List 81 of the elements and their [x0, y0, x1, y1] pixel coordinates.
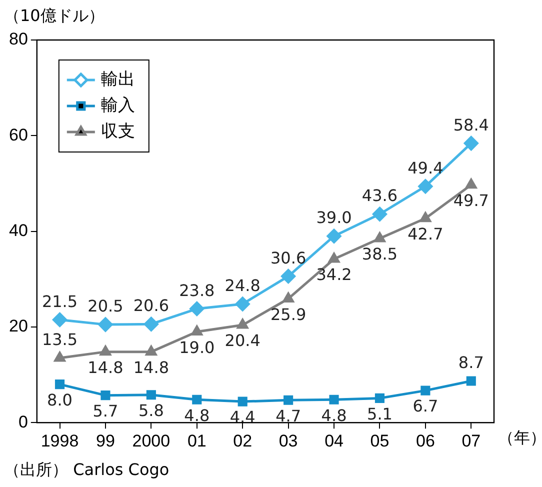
x-tick-label: 1998	[40, 431, 79, 450]
point	[146, 346, 157, 356]
x-tick-label: 2000	[132, 431, 170, 450]
data-label: 21.5	[42, 292, 78, 311]
point	[329, 394, 339, 404]
data-label: 20.4	[224, 331, 260, 350]
point	[190, 302, 204, 316]
point	[98, 317, 113, 332]
x-tick-label: 02	[233, 431, 252, 450]
point	[54, 380, 65, 390]
point	[144, 316, 158, 332]
data-label: 23.8	[179, 280, 215, 300]
y-axis-title: （10億ドル）	[4, 6, 104, 27]
point	[374, 393, 385, 403]
x-tick-label: 05	[370, 431, 390, 450]
point	[146, 390, 156, 400]
text: （出所） Carlos Cogo	[4, 460, 170, 481]
legend-label: 収支	[100, 121, 135, 142]
x-tick-label: 07	[462, 431, 481, 450]
data-label: 14.8	[88, 358, 124, 377]
data-label: 49.7	[453, 191, 489, 210]
point	[284, 395, 294, 405]
point	[281, 269, 296, 284]
point	[326, 228, 342, 244]
x-tick-label: 06	[416, 431, 435, 450]
point	[420, 212, 432, 222]
x-tick-label: 04	[324, 431, 344, 450]
data-label: 5.7	[92, 401, 118, 420]
y-tick-label: 40	[8, 220, 28, 240]
point	[328, 252, 340, 263]
data-label: 5.8	[138, 401, 164, 420]
point	[238, 396, 248, 406]
data-label: 49.4	[408, 158, 444, 178]
point	[100, 390, 110, 400]
y-tick-label: 20	[8, 316, 28, 336]
data-label: 8.0	[47, 390, 72, 410]
data-label: 58.4	[453, 115, 489, 134]
data-label: 38.5	[362, 244, 398, 264]
data-label: 8.7	[458, 353, 484, 372]
x-tick-label: 99	[96, 431, 115, 450]
data-label: 4.8	[321, 406, 347, 425]
data-label: 34.2	[316, 265, 352, 284]
data-label: 19.0	[179, 338, 215, 357]
point	[100, 346, 112, 356]
data-label: 14.8	[133, 358, 169, 377]
point	[237, 318, 248, 329]
data-label: 4.8	[184, 406, 210, 425]
x-tick-label: 03	[278, 431, 298, 450]
data-label: 4.4	[230, 408, 256, 427]
data-label: 13.5	[42, 330, 78, 350]
data-label: 42.7	[408, 224, 444, 244]
legend-label: 輸出	[100, 69, 135, 90]
point	[466, 376, 476, 386]
y-tick-label: 0	[18, 412, 28, 432]
data-label: 4.7	[276, 406, 302, 426]
point	[282, 292, 294, 302]
point	[52, 312, 68, 328]
data-label: 6.7	[412, 396, 438, 416]
point	[372, 206, 387, 222]
data-label: 39.0	[316, 208, 352, 228]
x-axis-title: （年）	[498, 428, 542, 447]
point	[418, 179, 433, 194]
y-tick-label: 80	[8, 30, 28, 49]
point	[235, 296, 250, 312]
point	[191, 325, 202, 336]
point	[466, 178, 477, 189]
data-label: 20.6	[133, 296, 169, 316]
point	[54, 352, 66, 362]
data-label: 43.6	[362, 186, 398, 206]
data-label: 24.8	[224, 276, 260, 296]
point	[464, 136, 478, 151]
point	[420, 386, 430, 396]
data-label: 20.5	[88, 296, 124, 316]
data-label: 30.6	[270, 248, 306, 268]
data-label: 25.9	[270, 304, 306, 324]
point	[374, 232, 386, 242]
y-tick-label: 60	[8, 125, 28, 144]
point	[192, 394, 202, 404]
data-label: 5.1	[367, 404, 392, 424]
legend-label: 輸入	[100, 95, 135, 116]
x-tick-label: 01	[187, 431, 206, 450]
